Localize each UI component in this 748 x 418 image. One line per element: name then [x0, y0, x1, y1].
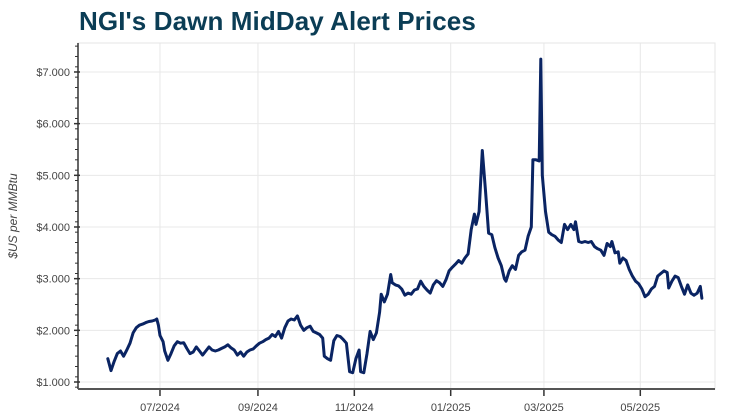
x-tick-label: 09/2024 [238, 402, 278, 414]
x-tick-label: 01/2025 [431, 402, 471, 414]
y-tick-label: $7.000 [36, 67, 70, 79]
y-axis-label: $US per MMBtu [6, 173, 20, 260]
x-tick-label: 03/2025 [524, 402, 564, 414]
price-line [106, 57, 704, 375]
x-tick-label: 07/2024 [140, 402, 180, 414]
x-tick-label: 05/2025 [620, 402, 660, 414]
y-tick-label: $3.000 [36, 274, 70, 286]
y-tick-label: $4.000 [36, 222, 70, 234]
y-tick-label: $6.000 [36, 119, 70, 131]
y-tick-label: $5.000 [36, 170, 70, 182]
y-tick-label: $1.000 [36, 377, 70, 389]
price-series-line [106, 57, 704, 375]
axes: $1.000 $2.000 $3.000 $4.000 $5.000 $6.000 $7.0… [36, 43, 715, 414]
plot-frame [77, 42, 716, 390]
y-tick-label: $2.000 [36, 325, 70, 337]
grid-lines [78, 43, 715, 389]
x-tick-label: 11/2024 [335, 402, 374, 414]
chart-title: NGI's Dawn MidDay Alert Prices [79, 6, 476, 36]
